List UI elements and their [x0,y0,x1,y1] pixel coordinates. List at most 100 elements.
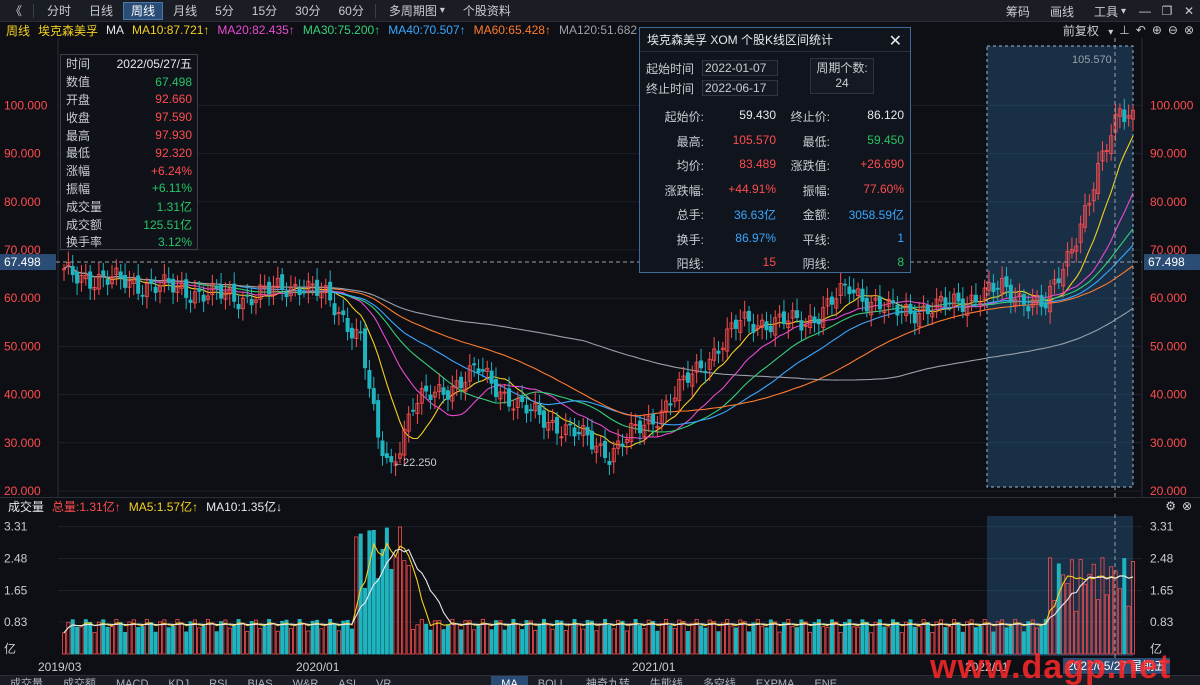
volume-bar [1026,621,1031,655]
period-tab-5[interactable]: 15分 [251,4,278,18]
candle-body [751,323,756,333]
indicator-tab-11[interactable]: 神奇九转 [585,678,630,685]
volume-bar [445,624,450,655]
period-tab-3[interactable]: 月线 [173,4,198,18]
volume-bar [607,624,612,655]
tools-button[interactable]: 工具 ▾ [1086,2,1134,20]
volume-bar [939,619,944,655]
indicator-tab-2[interactable]: MACD [116,678,149,685]
candle-body [75,272,80,284]
minimize-icon[interactable]: — [1139,4,1151,18]
y-tick-label-left: 30.000 [4,436,41,450]
candle-body [1008,284,1013,303]
chips-button[interactable]: 筹码 [1005,4,1030,19]
start-date-field[interactable]: 2022-01-07 [702,60,778,76]
indicator-tab-15[interactable]: ENE [814,678,838,685]
data-value: 97.590 [155,110,192,125]
legend-ma30: MA30:75.200↑ [302,23,381,37]
lock-icon[interactable]: ⊥ [1119,23,1130,37]
chevron-down-icon: ▾ [1108,26,1114,38]
indicator-tab-3[interactable]: KDJ [168,678,190,685]
adjust-dropdown[interactable]: 前复权 ▾ [1057,22,1113,39]
candle-body [589,430,594,450]
indicator-tab-0[interactable]: 成交量 [10,678,43,685]
indicator-tab-13[interactable]: 多空线 [702,678,736,685]
drawing-button[interactable]: 画线 [1049,4,1074,19]
volume-bar [315,619,320,655]
data-value: 1.31亿 [156,199,192,214]
volume-bar [585,619,590,655]
zoom-in-icon[interactable]: ⊕ [1151,23,1162,37]
end-date-field[interactable]: 2022-06-17 [702,80,778,96]
period-tab-6[interactable]: 30分 [295,4,321,18]
y-tick-label-left: 60.000 [4,291,41,305]
period-tab-1[interactable]: 日线 [89,4,114,18]
indicator-tab-7[interactable]: ASI [338,678,356,685]
stock-info-button[interactable]: 个股资料 [462,4,511,18]
zoom-out-icon[interactable]: ⊖ [1167,23,1178,37]
multi-period-button[interactable]: 多周期图 ▾ [381,2,453,20]
volume-bar [768,619,773,655]
toolbar-right: 筹码 画线 工具 ▾ — ❐ ✕ [994,0,1200,22]
indicator-tab-4[interactable]: RSI [209,678,228,685]
candle-body [463,381,468,392]
multi-period-label: 多周期图 [388,4,437,18]
volume-bar [969,619,974,655]
data-value: 2022/05/27/五 [116,57,192,72]
volume-bar [995,621,1000,655]
crosshair-value-box-right [1144,254,1200,271]
data-value: 92.660 [155,92,192,107]
indicator-tab-14[interactable]: EXPMA [755,678,795,685]
indicator-tab-6[interactable]: W&R [292,678,319,685]
period-tab-2[interactable]: 周线 [123,1,164,20]
candlestick-chart[interactable]: 100.000 100.000 90.000 90.000 80.000 80.000 70… [0,38,1200,497]
period-tab-0[interactable]: 分时 [47,4,72,18]
back-button[interactable]: 《 [10,4,23,18]
indicator-tab-8[interactable]: VR [376,678,392,685]
indicator-tab-10[interactable]: BOLL [537,678,566,685]
candle-body [1096,163,1101,195]
crosshair-date: 2022/05/27 星期五 [1063,658,1171,674]
volume-bar [1035,627,1040,655]
close-icon[interactable]: ✕ [1183,4,1195,18]
close-indicator-icon[interactable]: ⊗ [1183,23,1194,37]
volume-chart[interactable]: 3.31 3.31 2.48 2.48 1.65 1.65 0.83 0.83 亿 亿 [0,514,1200,658]
volume-bar [75,626,80,655]
close-icon[interactable]: ⊗ [1181,499,1192,513]
legend-ma-label[interactable]: MA [106,23,125,37]
restore-icon[interactable]: ❐ [1161,4,1173,18]
indicator-tab-5[interactable]: BIAS [247,678,273,685]
watermark: www.dagp.net [930,648,1172,685]
volume-bar [760,625,765,655]
close-icon[interactable]: ✕ [888,33,902,50]
candle-body [267,281,272,295]
volume-bar [380,548,385,655]
date-tick: 2021/01 [632,660,676,674]
indicator-tab-12[interactable]: 牛熊线 [649,678,683,685]
volume-bar [934,621,939,655]
candle-body [611,448,616,463]
indicator-tab-1[interactable]: 成交额 [63,678,96,685]
stats-title: 埃克森美孚 XOM 个股K线区间统计 [647,33,834,47]
volume-bar [454,623,459,655]
legend-stock-name: 埃克森美孚 [38,23,99,38]
period-tab-7[interactable]: 60分 [338,4,364,18]
candle-body [262,285,267,289]
candle-body [930,313,935,318]
y-tick-label-right: 50.000 [1150,339,1187,353]
indicator-tab-9[interactable]: MA [491,676,528,685]
settings-icon[interactable]: ⚙ [1165,499,1176,513]
candle-body [651,413,656,425]
volume-bar [541,618,546,655]
candle-body [415,403,420,414]
candle-body [973,294,978,303]
volume-bar [616,619,621,655]
end-label: 终止时间 [646,82,695,96]
candle-body [812,316,817,324]
volume-bar [1008,625,1013,655]
candle-body [472,363,477,366]
candle-body [419,388,424,404]
undo-icon[interactable]: ↶ [1135,23,1146,37]
period-tab-4[interactable]: 5分 [215,4,234,18]
candle-body [201,294,206,302]
